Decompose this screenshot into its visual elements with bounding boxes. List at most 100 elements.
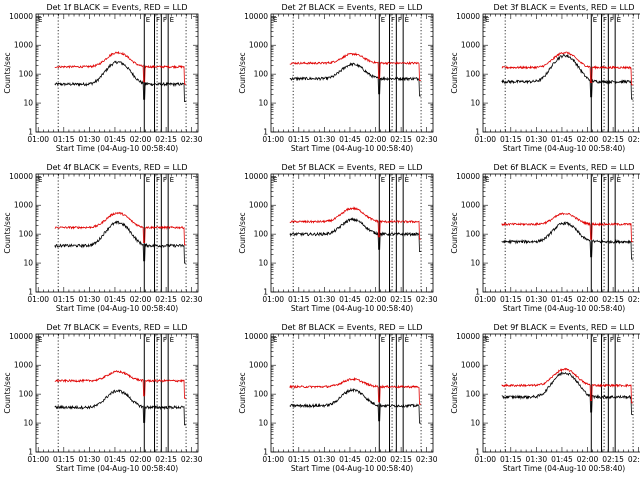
event-flag-label: E <box>170 176 174 184</box>
y-tick-label: 10 <box>470 259 480 268</box>
event-flag-label: E <box>146 336 150 344</box>
y-tick-label: 100 <box>19 230 34 239</box>
event-flag-label: F <box>398 336 402 344</box>
panel-1: Det 1f BLACK = Events, RED = LLD 1 10 100 10… <box>3 3 203 153</box>
event-flag-label: E <box>381 16 385 24</box>
x-tick-label: 01:15 <box>53 455 75 464</box>
x-tick-label: 02:15 <box>155 295 177 304</box>
panel-7: Det 7f BLACK = Events, RED = LLD 1 10 100 10… <box>3 323 203 473</box>
y-tick-label: 100 <box>19 390 34 399</box>
x-tick-label: 01:45 <box>551 135 573 144</box>
events-series-line <box>289 217 422 252</box>
lld-series-line <box>501 51 634 86</box>
event-flag-label: E <box>381 176 385 184</box>
event-flag-label: E <box>617 176 621 184</box>
x-tick-label: 02:30 <box>628 135 640 144</box>
event-flag-label: E <box>617 336 621 344</box>
events-series-line <box>501 371 634 415</box>
x-tick-label: 02:30 <box>416 455 438 464</box>
event-flag-label: E <box>617 16 621 24</box>
panel-5: Det 5f BLACK = Events, RED = LLD 1 10 100 10… <box>238 163 438 313</box>
x-tick-label: 02:00 <box>365 295 387 304</box>
x-tick-label: 02:00 <box>365 455 387 464</box>
panel-6: Det 6f BLACK = Events, RED = LLD 1 10 100 10… <box>450 163 640 313</box>
x-tick-label: 02:15 <box>602 455 624 464</box>
event-flag-label: F <box>603 336 607 344</box>
x-tick-label: 01:15 <box>53 295 75 304</box>
lld-series-line <box>54 369 187 399</box>
plot-frame <box>482 13 640 133</box>
events-series-line <box>501 221 634 260</box>
plot-frame <box>482 173 640 293</box>
x-tick-label: 01:45 <box>104 135 126 144</box>
lld-series-line <box>501 367 634 404</box>
y-tick-label: 1000 <box>249 41 268 50</box>
y-tick-label: 10000 <box>456 12 480 21</box>
event-flag-label: F <box>610 336 614 344</box>
x-tick-label: 01:30 <box>314 295 336 304</box>
y-tick-label: 10000 <box>456 332 480 341</box>
start-flag-label: E <box>273 176 277 184</box>
y-tick-label: 1000 <box>14 41 33 50</box>
x-tick-label: 01:00 <box>262 455 284 464</box>
y-tick-label: 10 <box>258 419 268 428</box>
events-series-line <box>54 389 187 426</box>
y-tick-label: 1000 <box>461 41 480 50</box>
x-tick-label: 02:15 <box>390 135 412 144</box>
start-flag-label: E <box>38 336 42 344</box>
x-tick-label: 01:15 <box>500 455 522 464</box>
x-tick-label: 01:30 <box>314 455 336 464</box>
y-axis-label: Counts/sec <box>450 372 459 413</box>
event-flag-label: F <box>163 16 167 24</box>
x-tick-label: 02:30 <box>628 295 640 304</box>
y-tick-label: 10 <box>258 99 268 108</box>
x-tick-label: 01:30 <box>79 295 101 304</box>
panel-title: Det 7f BLACK = Events, RED = LLD <box>46 323 187 332</box>
event-flag-label: E <box>381 336 385 344</box>
panel-title: Det 1f BLACK = Events, RED = LLD <box>46 3 187 12</box>
events-series-line <box>501 53 634 100</box>
y-tick-label: 100 <box>254 70 269 79</box>
x-axis-label: Start Time (04-Aug-10 00:58:40) <box>56 144 178 153</box>
lld-series-line <box>54 211 187 246</box>
start-flag-label: E <box>485 336 489 344</box>
y-tick-label: 10 <box>470 419 480 428</box>
event-flag-label: E <box>593 16 597 24</box>
y-tick-label: 1000 <box>249 201 268 210</box>
event-flag-label: F <box>398 176 402 184</box>
x-tick-label: 01:00 <box>474 295 496 304</box>
y-axis-label: Counts/sec <box>450 212 459 253</box>
x-tick-label: 02:00 <box>577 295 599 304</box>
y-tick-label: 1000 <box>14 201 33 210</box>
event-flag-label: F <box>156 16 160 24</box>
x-tick-label: 01:45 <box>339 135 361 144</box>
y-tick-label: 10 <box>470 99 480 108</box>
x-tick-label: 01:15 <box>500 135 522 144</box>
event-flag-label: F <box>156 176 160 184</box>
event-flag-label: E <box>170 336 174 344</box>
y-tick-label: 1 <box>263 288 268 297</box>
lld-series-line <box>289 52 422 81</box>
y-tick-label: 1 <box>263 128 268 137</box>
panel-title: Det 5f BLACK = Events, RED = LLD <box>281 163 422 172</box>
y-axis-label: Counts/sec <box>238 372 247 413</box>
lld-series-line <box>54 50 187 85</box>
y-tick-label: 10000 <box>244 332 268 341</box>
start-flag-label: E <box>273 336 277 344</box>
y-tick-label: 10000 <box>244 172 268 181</box>
event-flag-label: F <box>391 176 395 184</box>
event-flag-label: E <box>170 16 174 24</box>
x-axis-label: Start Time (04-Aug-10 00:58:40) <box>503 464 625 473</box>
x-tick-label: 01:45 <box>104 455 126 464</box>
x-axis-label: Start Time (04-Aug-10 00:58:40) <box>56 464 178 473</box>
y-tick-label: 10 <box>258 259 268 268</box>
y-tick-label: 1000 <box>249 361 268 370</box>
y-tick-label: 100 <box>466 70 481 79</box>
x-tick-label: 02:15 <box>155 455 177 464</box>
y-tick-label: 10000 <box>9 332 33 341</box>
plot-frame <box>270 333 434 453</box>
event-flag-label: E <box>405 176 409 184</box>
x-tick-label: 01:00 <box>262 135 284 144</box>
y-tick-label: 10000 <box>456 172 480 181</box>
